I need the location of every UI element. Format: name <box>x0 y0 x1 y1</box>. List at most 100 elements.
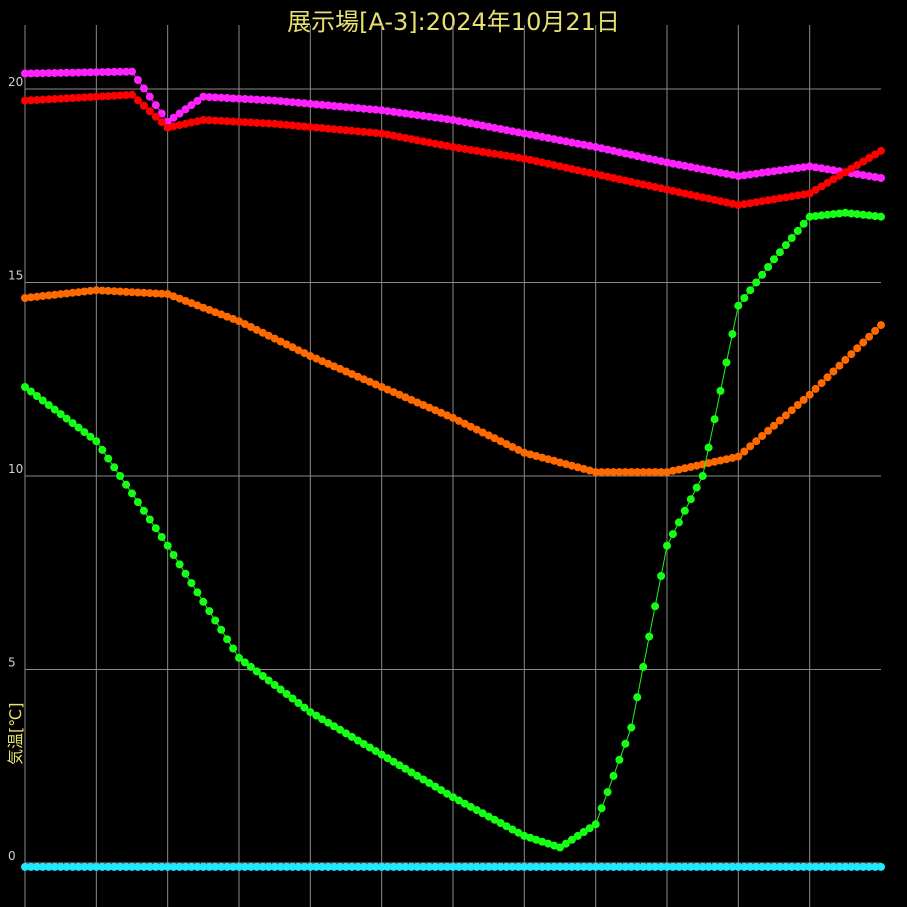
data-point <box>871 173 880 181</box>
data-point <box>353 127 362 136</box>
data-point <box>38 396 47 405</box>
data-point <box>104 92 113 101</box>
data-point <box>853 170 862 179</box>
data-point <box>26 387 35 396</box>
data-point <box>781 165 790 174</box>
data-point <box>817 211 826 220</box>
data-point <box>68 94 77 102</box>
data-point <box>169 113 178 122</box>
data-point <box>175 109 184 118</box>
data-point <box>472 120 481 129</box>
data-point <box>734 301 743 310</box>
data-point <box>865 862 874 871</box>
data-point <box>44 69 53 78</box>
data-point <box>122 91 131 100</box>
data-point <box>68 288 77 297</box>
data-point <box>431 782 440 791</box>
data-point <box>193 862 202 871</box>
data-point <box>770 255 778 264</box>
data-point <box>437 786 446 795</box>
data-point <box>145 107 154 116</box>
data-point <box>680 464 689 473</box>
data-point <box>163 541 172 550</box>
data-point <box>686 862 695 871</box>
data-point <box>139 84 148 93</box>
data-point <box>734 201 743 210</box>
data-point <box>56 862 65 871</box>
data-point <box>449 862 457 871</box>
data-point <box>104 68 113 76</box>
data-point <box>359 740 368 748</box>
data-point <box>686 495 695 504</box>
data-point <box>597 144 606 153</box>
data-point <box>413 111 422 120</box>
data-point <box>787 192 796 201</box>
data-point <box>300 703 309 712</box>
data-point <box>122 287 131 296</box>
data-point <box>775 248 784 257</box>
data-point <box>74 423 83 432</box>
data-point <box>561 163 570 172</box>
data-point <box>336 102 345 111</box>
data-point <box>359 104 368 113</box>
data-point <box>92 862 101 871</box>
data-point <box>877 146 885 155</box>
y-tick-label: 15 <box>8 269 23 283</box>
data-point <box>300 122 309 131</box>
data-point <box>240 862 249 871</box>
data-point <box>841 208 850 217</box>
data-point <box>431 139 440 148</box>
data-point <box>199 116 208 124</box>
data-point <box>853 344 862 353</box>
data-point <box>567 862 576 871</box>
data-point <box>98 286 107 295</box>
data-point <box>740 171 749 180</box>
data-point <box>639 862 648 871</box>
data-point <box>437 862 446 871</box>
data-point <box>21 294 29 302</box>
data-point <box>674 862 683 871</box>
data-point <box>478 428 487 437</box>
data-point <box>793 191 802 200</box>
data-point <box>383 130 392 139</box>
data-point <box>300 349 309 358</box>
data-point <box>633 468 642 477</box>
data-point <box>139 101 148 110</box>
data-point <box>811 862 820 871</box>
data-point <box>865 332 874 341</box>
data-point <box>21 383 29 391</box>
data-point <box>110 91 119 100</box>
data-point <box>240 658 249 667</box>
data-point <box>252 118 261 127</box>
data-point <box>496 437 505 446</box>
data-point <box>502 440 511 449</box>
data-point <box>585 168 594 177</box>
data-point <box>454 416 463 425</box>
y-tick-label: 0 <box>8 849 16 863</box>
data-point <box>217 116 226 125</box>
data-point <box>746 862 755 871</box>
data-point <box>722 455 731 464</box>
data-point <box>639 180 648 189</box>
data-point <box>829 166 838 175</box>
data-point <box>56 94 65 103</box>
data-point <box>781 193 790 202</box>
data-point <box>419 775 428 784</box>
data-point <box>98 862 107 871</box>
data-point <box>561 460 570 469</box>
data-point <box>98 68 107 77</box>
data-point <box>651 862 660 871</box>
data-point <box>490 862 499 871</box>
data-point <box>240 95 249 103</box>
data-point <box>633 862 642 871</box>
data-point <box>514 862 523 871</box>
data-point <box>347 370 356 379</box>
data-point <box>276 120 285 129</box>
data-point <box>187 118 196 127</box>
data-point <box>573 139 582 148</box>
data-point <box>324 718 333 727</box>
data-point <box>621 862 630 871</box>
data-point <box>520 154 529 163</box>
data-point <box>270 862 279 871</box>
data-point <box>746 442 755 451</box>
